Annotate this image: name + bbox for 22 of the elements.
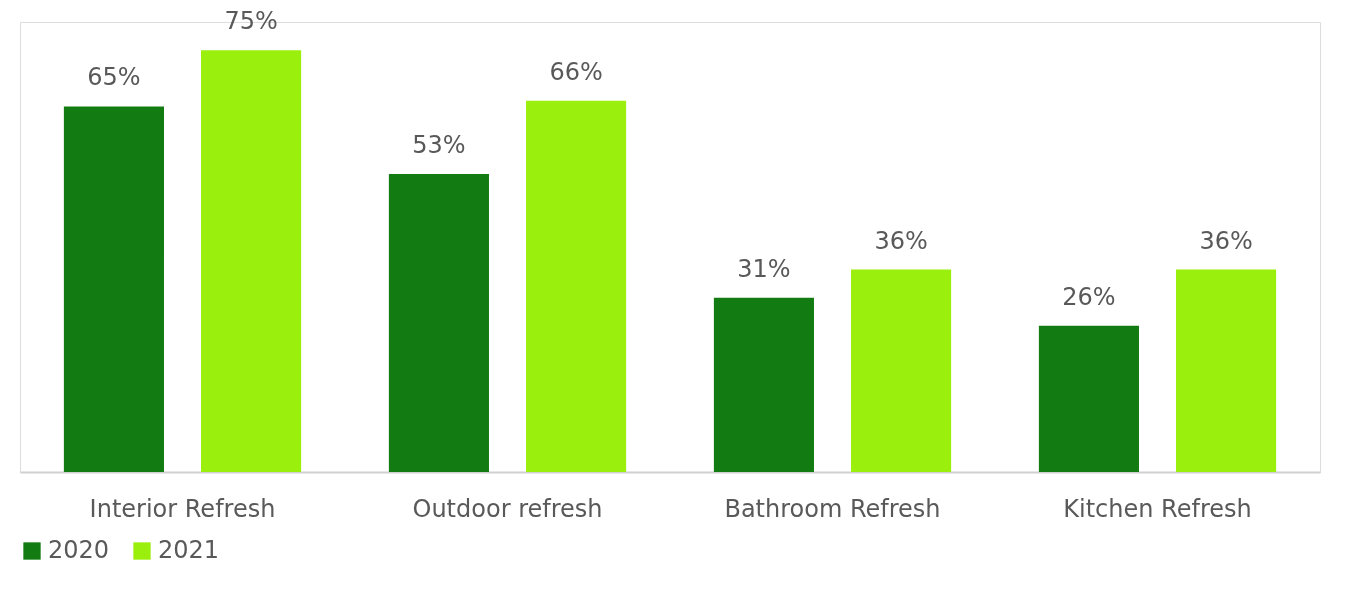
legend-label: 2021 <box>158 536 220 564</box>
x-tick-label: Interior Refresh <box>89 494 276 523</box>
bar <box>713 297 814 472</box>
legend-label: 2020 <box>48 536 110 564</box>
bar <box>1176 269 1277 472</box>
data-label: 66% <box>549 57 603 86</box>
data-label: 65% <box>87 63 141 92</box>
x-tick-label: Kitchen Refresh <box>1063 494 1252 523</box>
data-label: 26% <box>1062 282 1116 311</box>
x-tick-label: Outdoor refresh <box>412 494 603 523</box>
bar <box>201 50 302 472</box>
x-tick-label: Bathroom Refresh <box>724 494 941 523</box>
data-label: 53% <box>412 130 466 159</box>
bar <box>526 100 627 472</box>
data-label: 75% <box>224 7 278 36</box>
data-label: 36% <box>874 226 928 255</box>
data-label: 31% <box>737 254 791 283</box>
bar <box>388 173 489 472</box>
bar <box>851 269 952 472</box>
bar <box>1038 325 1139 472</box>
bar <box>63 106 164 472</box>
data-label: 36% <box>1199 226 1253 255</box>
